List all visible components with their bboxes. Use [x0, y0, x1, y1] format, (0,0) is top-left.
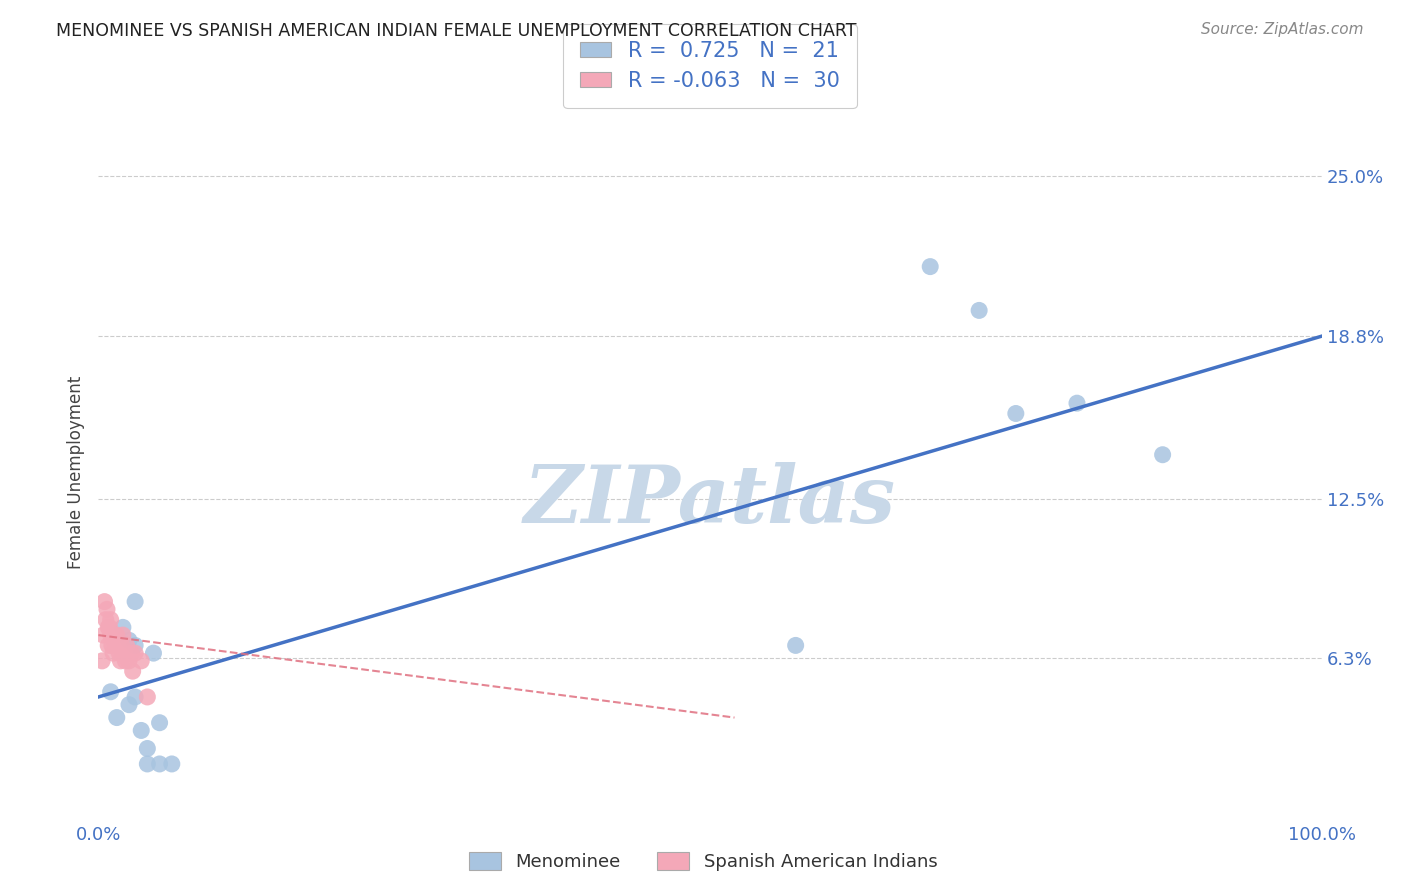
Point	[136, 690, 159, 704]
Legend: R =  0.725   N =  21, R = -0.063   N =  30: R = 0.725 N = 21, R = -0.063 N = 30	[564, 24, 856, 108]
Point	[120, 646, 142, 660]
Point	[91, 628, 114, 642]
Point	[100, 628, 122, 642]
Point	[105, 628, 128, 642]
Point	[136, 756, 159, 771]
Point	[100, 685, 122, 699]
Point	[114, 654, 136, 668]
Point	[96, 602, 118, 616]
Point	[118, 633, 141, 648]
Point	[103, 633, 125, 648]
Point	[101, 646, 124, 660]
Point	[97, 620, 120, 634]
Point	[110, 654, 132, 668]
Point	[111, 628, 134, 642]
Point	[100, 613, 122, 627]
Point	[785, 639, 807, 653]
Y-axis label: Female Unemployment: Female Unemployment	[66, 376, 84, 569]
Legend: Menominee, Spanish American Indians: Menominee, Spanish American Indians	[461, 845, 945, 879]
Point	[97, 639, 120, 653]
Point	[129, 723, 152, 738]
Point	[105, 710, 128, 724]
Point	[149, 715, 172, 730]
Point	[1066, 396, 1088, 410]
Point	[111, 639, 134, 653]
Point	[920, 260, 942, 274]
Point	[93, 594, 115, 608]
Point	[107, 639, 129, 653]
Point	[121, 664, 143, 678]
Point	[149, 756, 172, 771]
Point	[124, 646, 146, 660]
Point	[129, 654, 152, 668]
Point	[101, 628, 124, 642]
Point	[1004, 407, 1026, 421]
Point	[136, 741, 159, 756]
Text: ZIPatlas: ZIPatlas	[524, 462, 896, 540]
Text: Source: ZipAtlas.com: Source: ZipAtlas.com	[1201, 22, 1364, 37]
Point	[967, 303, 990, 318]
Point	[112, 646, 135, 660]
Point	[108, 646, 131, 660]
Point	[101, 639, 124, 653]
Point	[115, 639, 138, 653]
Point	[124, 639, 146, 653]
Point	[111, 620, 134, 634]
Point	[94, 613, 117, 627]
Point	[124, 690, 146, 704]
Point	[118, 698, 141, 712]
Point	[98, 620, 121, 634]
Point	[91, 654, 114, 668]
Point	[160, 756, 183, 771]
Point	[104, 639, 127, 653]
Text: MENOMINEE VS SPANISH AMERICAN INDIAN FEMALE UNEMPLOYMENT CORRELATION CHART: MENOMINEE VS SPANISH AMERICAN INDIAN FEM…	[56, 22, 856, 40]
Point	[1152, 448, 1174, 462]
Point	[124, 594, 146, 608]
Point	[118, 654, 141, 668]
Point	[142, 646, 165, 660]
